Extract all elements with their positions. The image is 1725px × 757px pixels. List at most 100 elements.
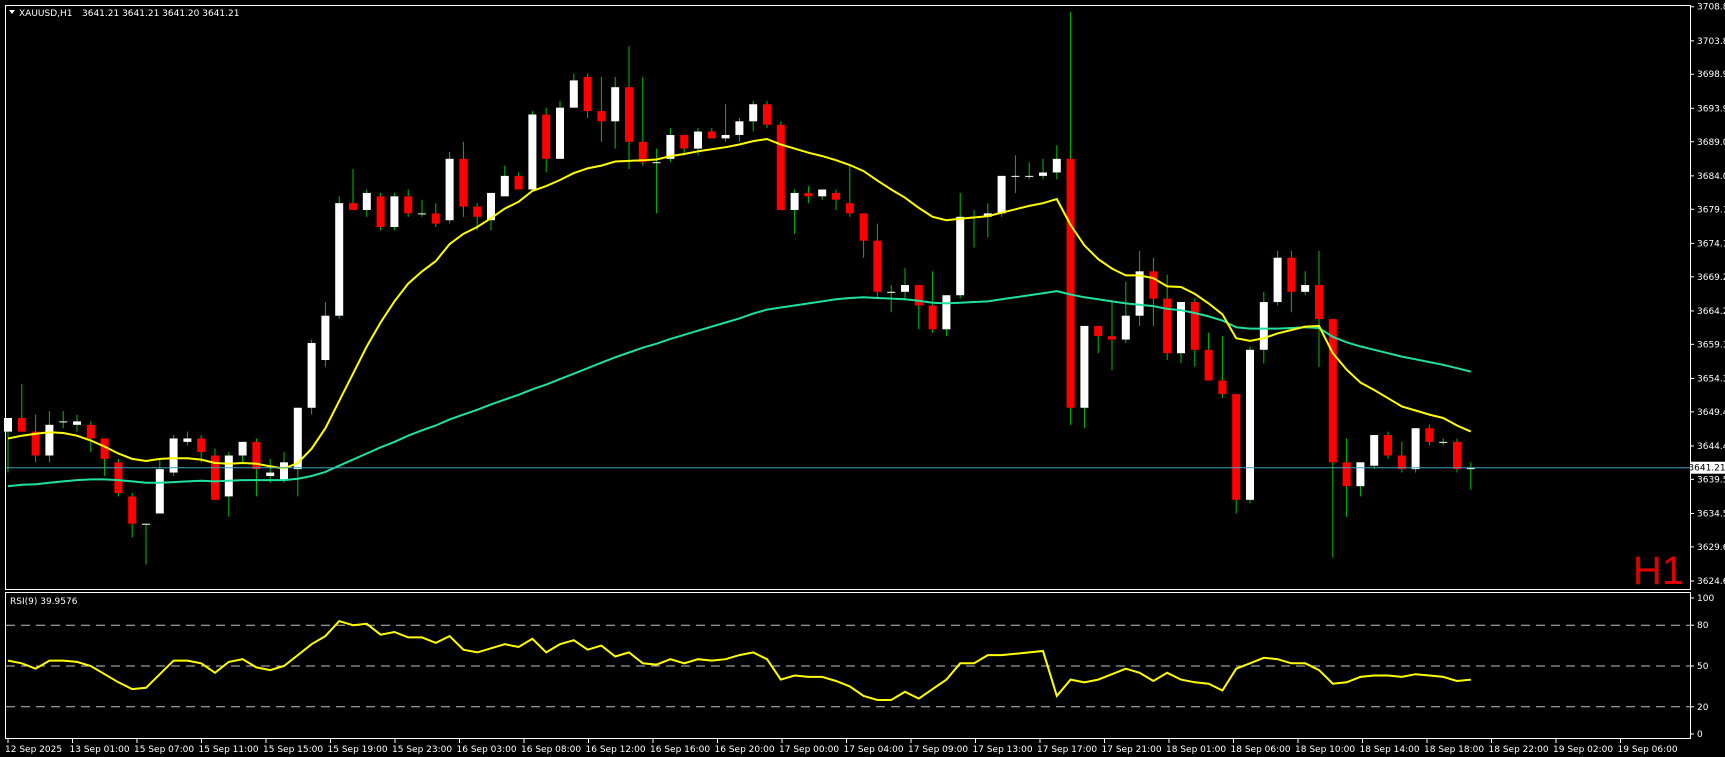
candle-bear	[431, 213, 440, 224]
candle-bull	[818, 189, 827, 197]
candle-bear	[211, 455, 219, 500]
candle-bull	[1121, 315, 1130, 340]
candle-bear	[1384, 435, 1392, 456]
candle-bear	[1315, 284, 1323, 320]
price-tick-label: 3634.50	[1697, 509, 1725, 519]
candle-bull	[4, 417, 12, 432]
time-tick-label: 13 Sep 01:00	[70, 745, 130, 755]
candle-bear	[1149, 271, 1158, 299]
candle-bull	[1411, 428, 1420, 470]
candle-bull	[445, 158, 454, 221]
candle-bear	[914, 284, 923, 306]
candle-bull	[238, 441, 247, 456]
candle-bear	[1163, 298, 1172, 354]
candle-bear	[680, 134, 689, 149]
chart-menu-arrow-icon[interactable]	[9, 10, 15, 14]
candle-bear	[583, 76, 592, 112]
time-tick-label: 17 Sep 09:00	[908, 745, 968, 755]
candle-bull	[997, 175, 1006, 214]
candle-bear	[31, 431, 40, 456]
candle-bull	[293, 407, 302, 470]
time-tick-label: 17 Sep 17:00	[1037, 745, 1097, 755]
candle-bull	[418, 213, 426, 215]
candle-bear	[859, 213, 868, 241]
price-tick-label: 3689.00	[1697, 138, 1725, 148]
price-tick-label: 3659.30	[1697, 340, 1725, 350]
time-tick-label: 16 Sep 12:00	[586, 745, 646, 755]
price-panel-frame	[5, 5, 1691, 590]
candle-bear	[1397, 455, 1406, 470]
candle-bull	[1273, 257, 1282, 303]
candle-bear	[928, 305, 937, 330]
time-tick-label: 17 Sep 00:00	[779, 745, 839, 755]
candle-bull	[735, 121, 744, 135]
candle-bull	[307, 342, 316, 408]
time-tick-label: 15 Sep 07:00	[134, 745, 194, 755]
time-tick-label: 19 Sep 06:00	[1618, 745, 1678, 755]
candle-bear	[86, 424, 95, 439]
candle-bear	[763, 104, 771, 125]
price-tick-label: 3644.40	[1697, 442, 1725, 452]
candle-bull	[901, 284, 909, 292]
candle-bull	[1135, 271, 1144, 316]
chart-symbol-label: XAUUSD,H1	[19, 9, 73, 19]
candle-bull	[487, 192, 495, 221]
candle-bull	[59, 421, 68, 423]
candle-bear	[1232, 394, 1241, 500]
candle-bear	[1190, 302, 1199, 350]
time-tick-label: 16 Sep 03:00	[457, 745, 517, 755]
candle-bull	[887, 291, 896, 293]
time-tick-label: 15 Sep 15:00	[263, 745, 323, 755]
time-tick-label: 16 Sep 16:00	[650, 745, 710, 755]
time-tick-label: 18 Sep 01:00	[1166, 745, 1226, 755]
candle-bear	[707, 131, 716, 139]
time-tick-label: 18 Sep 10:00	[1295, 745, 1355, 755]
candle-bull	[142, 523, 150, 525]
price-tick-label: 3649.40	[1697, 408, 1725, 418]
candles-layer	[4, 12, 1475, 565]
time-tick-label: 17 Sep 13:00	[973, 745, 1033, 755]
candle-bear	[597, 111, 606, 122]
candle-bull	[1080, 325, 1089, 408]
candle-bull	[1370, 435, 1379, 466]
candle-bull	[749, 104, 758, 122]
price-axis: 3708.80 3703.80 3698.90 3693.90 3689.00 3684.…	[1690, 3, 1725, 587]
candle-bear	[804, 192, 813, 197]
candle-bull	[528, 114, 537, 190]
price-tick-label: 3639.50	[1697, 475, 1725, 485]
candle-bear	[514, 175, 523, 190]
candle-bull	[1259, 302, 1268, 350]
candle-bull	[790, 192, 799, 210]
price-tick-label: 3693.90	[1697, 104, 1725, 114]
candle-bear	[1108, 336, 1116, 340]
price-tick-label: 3664.20	[1697, 307, 1725, 317]
time-tick-label: 18 Sep 06:00	[1231, 745, 1291, 755]
candle-bear	[542, 114, 551, 159]
candle-bear	[473, 206, 482, 217]
price-tick-label: 3674.10	[1697, 239, 1725, 249]
candle-bull	[362, 192, 371, 210]
candle-bear	[197, 438, 206, 453]
time-tick-label: 12 Sep 2025	[5, 745, 62, 755]
candle-bear	[1425, 428, 1434, 442]
candle-bear	[1204, 349, 1213, 381]
price-tick-label: 3624.60	[1697, 577, 1725, 587]
candle-bear	[349, 203, 357, 210]
price-tick-label: 3669.20	[1697, 273, 1725, 283]
current-price-label: 3641.21	[1688, 464, 1725, 474]
current-price-tag	[1691, 461, 1725, 474]
candle-bull	[1052, 158, 1061, 173]
time-tick-label: 18 Sep 18:00	[1424, 745, 1484, 755]
price-tick-label: 3703.80	[1697, 37, 1725, 47]
candle-bear	[1287, 257, 1296, 292]
time-tick-label: 18 Sep 14:00	[1360, 745, 1420, 755]
candle-bull	[280, 462, 288, 480]
candle-bull	[73, 421, 81, 425]
candle-bull	[169, 438, 178, 473]
candle-bull	[956, 216, 965, 296]
timeframe-watermark: H1	[1633, 549, 1684, 593]
candle-bull	[1039, 172, 1047, 176]
candle-bull	[1177, 302, 1185, 354]
candle-bear	[1094, 325, 1103, 337]
